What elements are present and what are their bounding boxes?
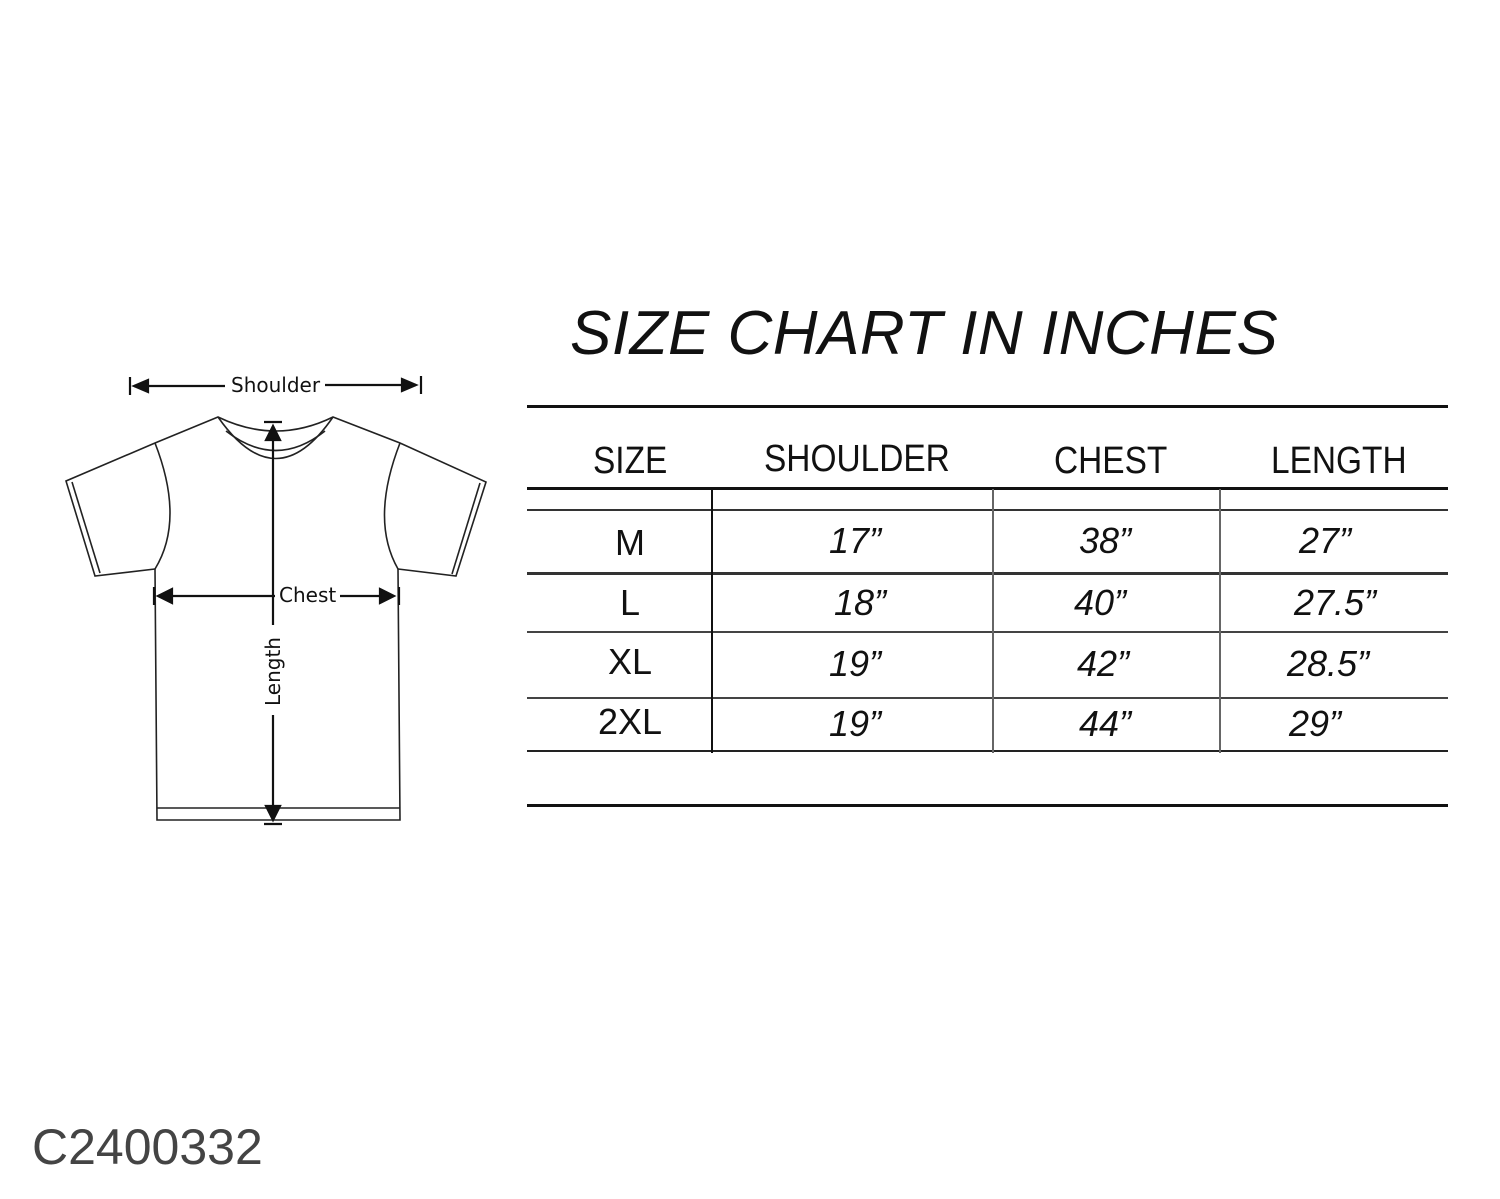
- chest-cell: 44”: [1078, 703, 1132, 744]
- chest-cell: 40”: [1073, 582, 1127, 623]
- header-bottom-rule: [527, 487, 1448, 490]
- row-rule: [527, 631, 1448, 633]
- length-cell: 27”: [1298, 520, 1352, 561]
- chest-cell: 42”: [1076, 643, 1130, 684]
- header-length: LENGTH: [1271, 440, 1407, 482]
- shoulder-cell: 18”: [833, 582, 887, 623]
- column-divider: [992, 489, 994, 753]
- row-rule: [527, 697, 1448, 699]
- length-label: Length: [261, 637, 285, 706]
- length-cell: 28.5”: [1286, 643, 1370, 684]
- table-top-rule: [527, 405, 1448, 408]
- header-chest: CHEST: [1054, 440, 1168, 482]
- shoulder-cell: 17”: [828, 520, 882, 561]
- column-divider: [711, 489, 713, 753]
- row-rule: [527, 509, 1448, 511]
- table-bottom-rule: [527, 804, 1448, 807]
- row-rule: [527, 750, 1448, 752]
- length-cell: 27.5”: [1293, 582, 1377, 623]
- shoulder-cell: 19”: [828, 703, 882, 744]
- size-cell: 2XL: [597, 701, 663, 742]
- header-shoulder: SHOULDER: [764, 438, 950, 480]
- row-rule: [527, 572, 1448, 575]
- product-code: C2400332: [32, 1119, 263, 1175]
- chart-title: SIZE CHART IN INCHES: [570, 299, 1279, 368]
- size-cell: M: [615, 522, 645, 563]
- tshirt-outline: [65, 416, 487, 821]
- shoulder-cell: 19”: [828, 643, 882, 684]
- chest-cell: 38”: [1078, 520, 1132, 561]
- size-cell: L: [619, 582, 641, 623]
- tshirt-measurement-diagram: Shoulder Chest Length: [65, 373, 487, 826]
- length-cell: 29”: [1288, 703, 1342, 744]
- header-size: SIZE: [593, 440, 668, 482]
- shoulder-label: Shoulder: [231, 373, 321, 397]
- size-cell: XL: [607, 641, 653, 682]
- column-divider: [1219, 489, 1221, 753]
- chest-label: Chest: [279, 583, 336, 607]
